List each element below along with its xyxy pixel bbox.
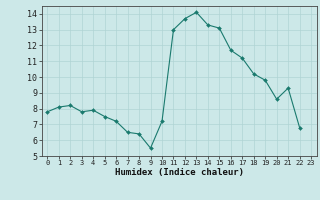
X-axis label: Humidex (Indice chaleur): Humidex (Indice chaleur) (115, 168, 244, 177)
